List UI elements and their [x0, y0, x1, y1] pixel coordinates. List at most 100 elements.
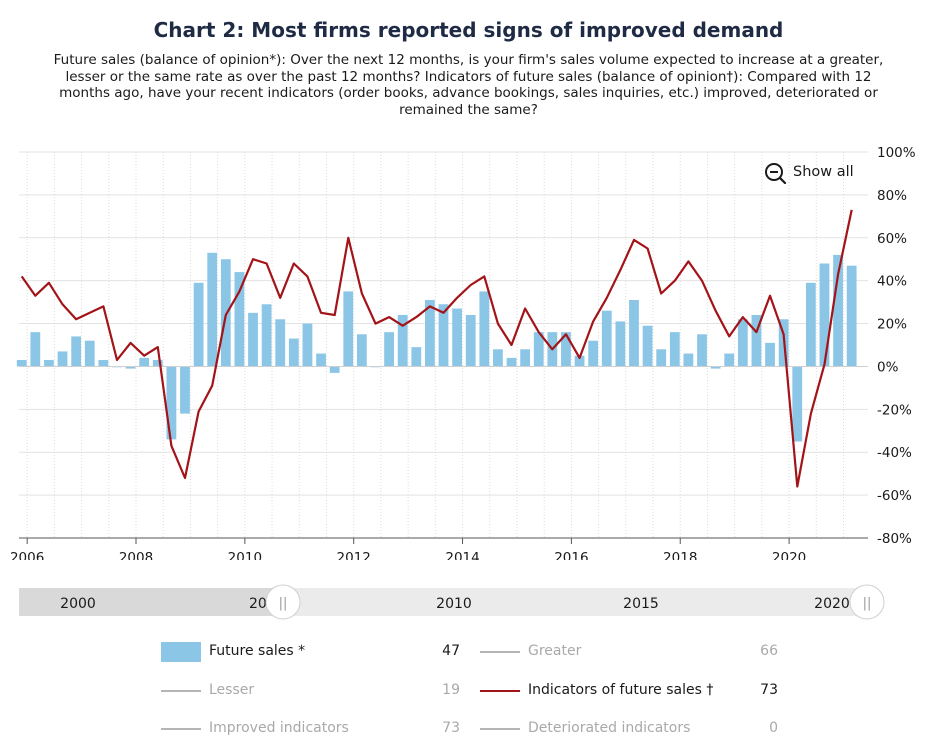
navigator-handle-grip: ||: [863, 596, 872, 611]
bar-future-sales: [669, 332, 680, 367]
legend-label: Indicators of future sales †: [528, 682, 714, 698]
bar-future-sales: [588, 340, 599, 367]
x-tick-label: 2020: [772, 550, 806, 560]
chart-title: Chart 2: Most firms reported signs of im…: [153, 18, 784, 42]
chart-area: 100% 80% 60% 40% 20% 0% -20% -40% -60% -80% 2006 20…: [10, 145, 916, 560]
legend-item[interactable]: Future sales * 47: [161, 642, 460, 662]
y-tick-label: -20%: [877, 402, 912, 418]
navigator-year-label: 2015: [623, 596, 659, 612]
y-tick-label: 80%: [877, 188, 907, 204]
y-tick-label: -60%: [877, 488, 912, 504]
navigator-handle-grip: ||: [279, 596, 288, 611]
bar-future-sales: [288, 338, 299, 367]
legend-item[interactable]: Deteriorated indicators 0: [480, 719, 778, 739]
x-tick-label: 2018: [663, 550, 697, 560]
bar-future-sales: [506, 357, 517, 367]
bar-future-sales: [833, 254, 843, 367]
y-tick-label: -40%: [877, 445, 912, 461]
x-tick-label: 2010: [228, 550, 262, 560]
bar-future-sales: [424, 299, 435, 367]
navigator-handle[interactable]: [849, 584, 885, 620]
bar-future-sales: [384, 332, 394, 367]
bar-future-sales: [656, 349, 667, 367]
bar-future-sales: [180, 366, 190, 414]
bar-future-sales: [84, 340, 95, 367]
legend-value: 66: [760, 643, 778, 659]
bar-future-sales: [329, 366, 340, 373]
bar-future-sales: [751, 314, 762, 367]
x-tick-label: 2016: [554, 550, 588, 560]
x-tick-label: 2006: [10, 550, 44, 560]
legend-swatch: [161, 642, 201, 662]
bar-future-sales: [234, 272, 245, 367]
bar-future-sales: [642, 325, 653, 367]
bar-future-sales: [139, 357, 150, 367]
navigator-year-label: 2020: [814, 596, 850, 612]
legend-label: Improved indicators: [209, 720, 349, 736]
bar-future-sales: [574, 355, 585, 367]
legend-value: 73: [760, 682, 778, 698]
y-tick-label: 60%: [877, 231, 907, 247]
legend-value: 73: [442, 720, 460, 736]
bar-future-sales: [493, 349, 503, 367]
y-tick-label: 40%: [877, 274, 907, 290]
y-tick-label: 0%: [877, 359, 899, 375]
legend-item[interactable]: Indicators of future sales † 73: [480, 681, 778, 701]
legend-swatch: [480, 728, 520, 730]
bar-future-sales: [479, 291, 490, 367]
chart-subtitle: Future sales (balance of opinion*): Over…: [53, 52, 884, 118]
bar-future-sales: [805, 282, 816, 367]
bar-future-sales: [397, 314, 408, 367]
bar-future-sales: [193, 282, 204, 367]
bar-future-sales: [765, 342, 775, 367]
bar-future-sales: [724, 353, 735, 367]
legend-value: 0: [769, 720, 778, 736]
navigator-selected-range[interactable]: [283, 588, 868, 616]
navigator-handle[interactable]: [265, 584, 301, 620]
legend-label: Deteriorated indicators: [528, 720, 691, 736]
show-all-label: Show all: [793, 164, 854, 180]
bar-future-sales: [261, 304, 272, 367]
y-tick-label: -80%: [877, 531, 912, 547]
legend-item[interactable]: Greater 66: [480, 642, 778, 662]
bar-future-sales: [44, 360, 54, 367]
bar-future-sales: [30, 332, 41, 367]
y-tick-label: 100%: [877, 145, 916, 161]
legend-swatch: [161, 690, 201, 692]
navigator-year-label: 2010: [436, 596, 472, 612]
line-indicators-future-sales: [20, 209, 853, 488]
legend-swatch: [480, 690, 520, 692]
bar-future-sales: [846, 265, 857, 367]
bar-future-sales: [343, 291, 354, 367]
bar-future-sales: [356, 334, 367, 367]
bar-future-sales: [452, 308, 463, 367]
x-tick-label: 2014: [445, 550, 479, 560]
bar-future-sales: [615, 321, 626, 367]
bar-future-sales: [16, 360, 27, 367]
bar-future-sales: [166, 366, 177, 440]
bar-future-sales: [275, 319, 286, 367]
navigator-track: [19, 588, 868, 616]
bar-future-sales: [411, 347, 422, 367]
legend-item[interactable]: Improved indicators 73: [161, 719, 460, 739]
legend-label: Future sales *: [209, 643, 306, 659]
x-tick-label: 2008: [119, 550, 153, 560]
legend-value: 19: [442, 682, 460, 698]
legend-label: Lesser: [209, 682, 255, 698]
bar-future-sales: [697, 334, 707, 367]
bar-future-sales: [125, 366, 136, 369]
bar-future-sales: [438, 304, 449, 367]
bar-future-sales: [316, 353, 326, 367]
bar-future-sales: [57, 351, 68, 367]
bar-future-sales: [561, 332, 571, 367]
bar-future-sales: [683, 353, 694, 367]
legend-swatch: [480, 651, 520, 653]
legend-value: 47: [442, 643, 460, 659]
zoom-out-icon: [765, 163, 787, 184]
bar-future-sales: [520, 349, 531, 367]
bar-future-sales: [152, 360, 163, 367]
navigator-year-label: 20: [249, 596, 267, 612]
legend-item[interactable]: Lesser 19: [161, 681, 460, 701]
navigator-year-label: 2000: [60, 596, 96, 612]
bar-future-sales: [629, 299, 639, 367]
